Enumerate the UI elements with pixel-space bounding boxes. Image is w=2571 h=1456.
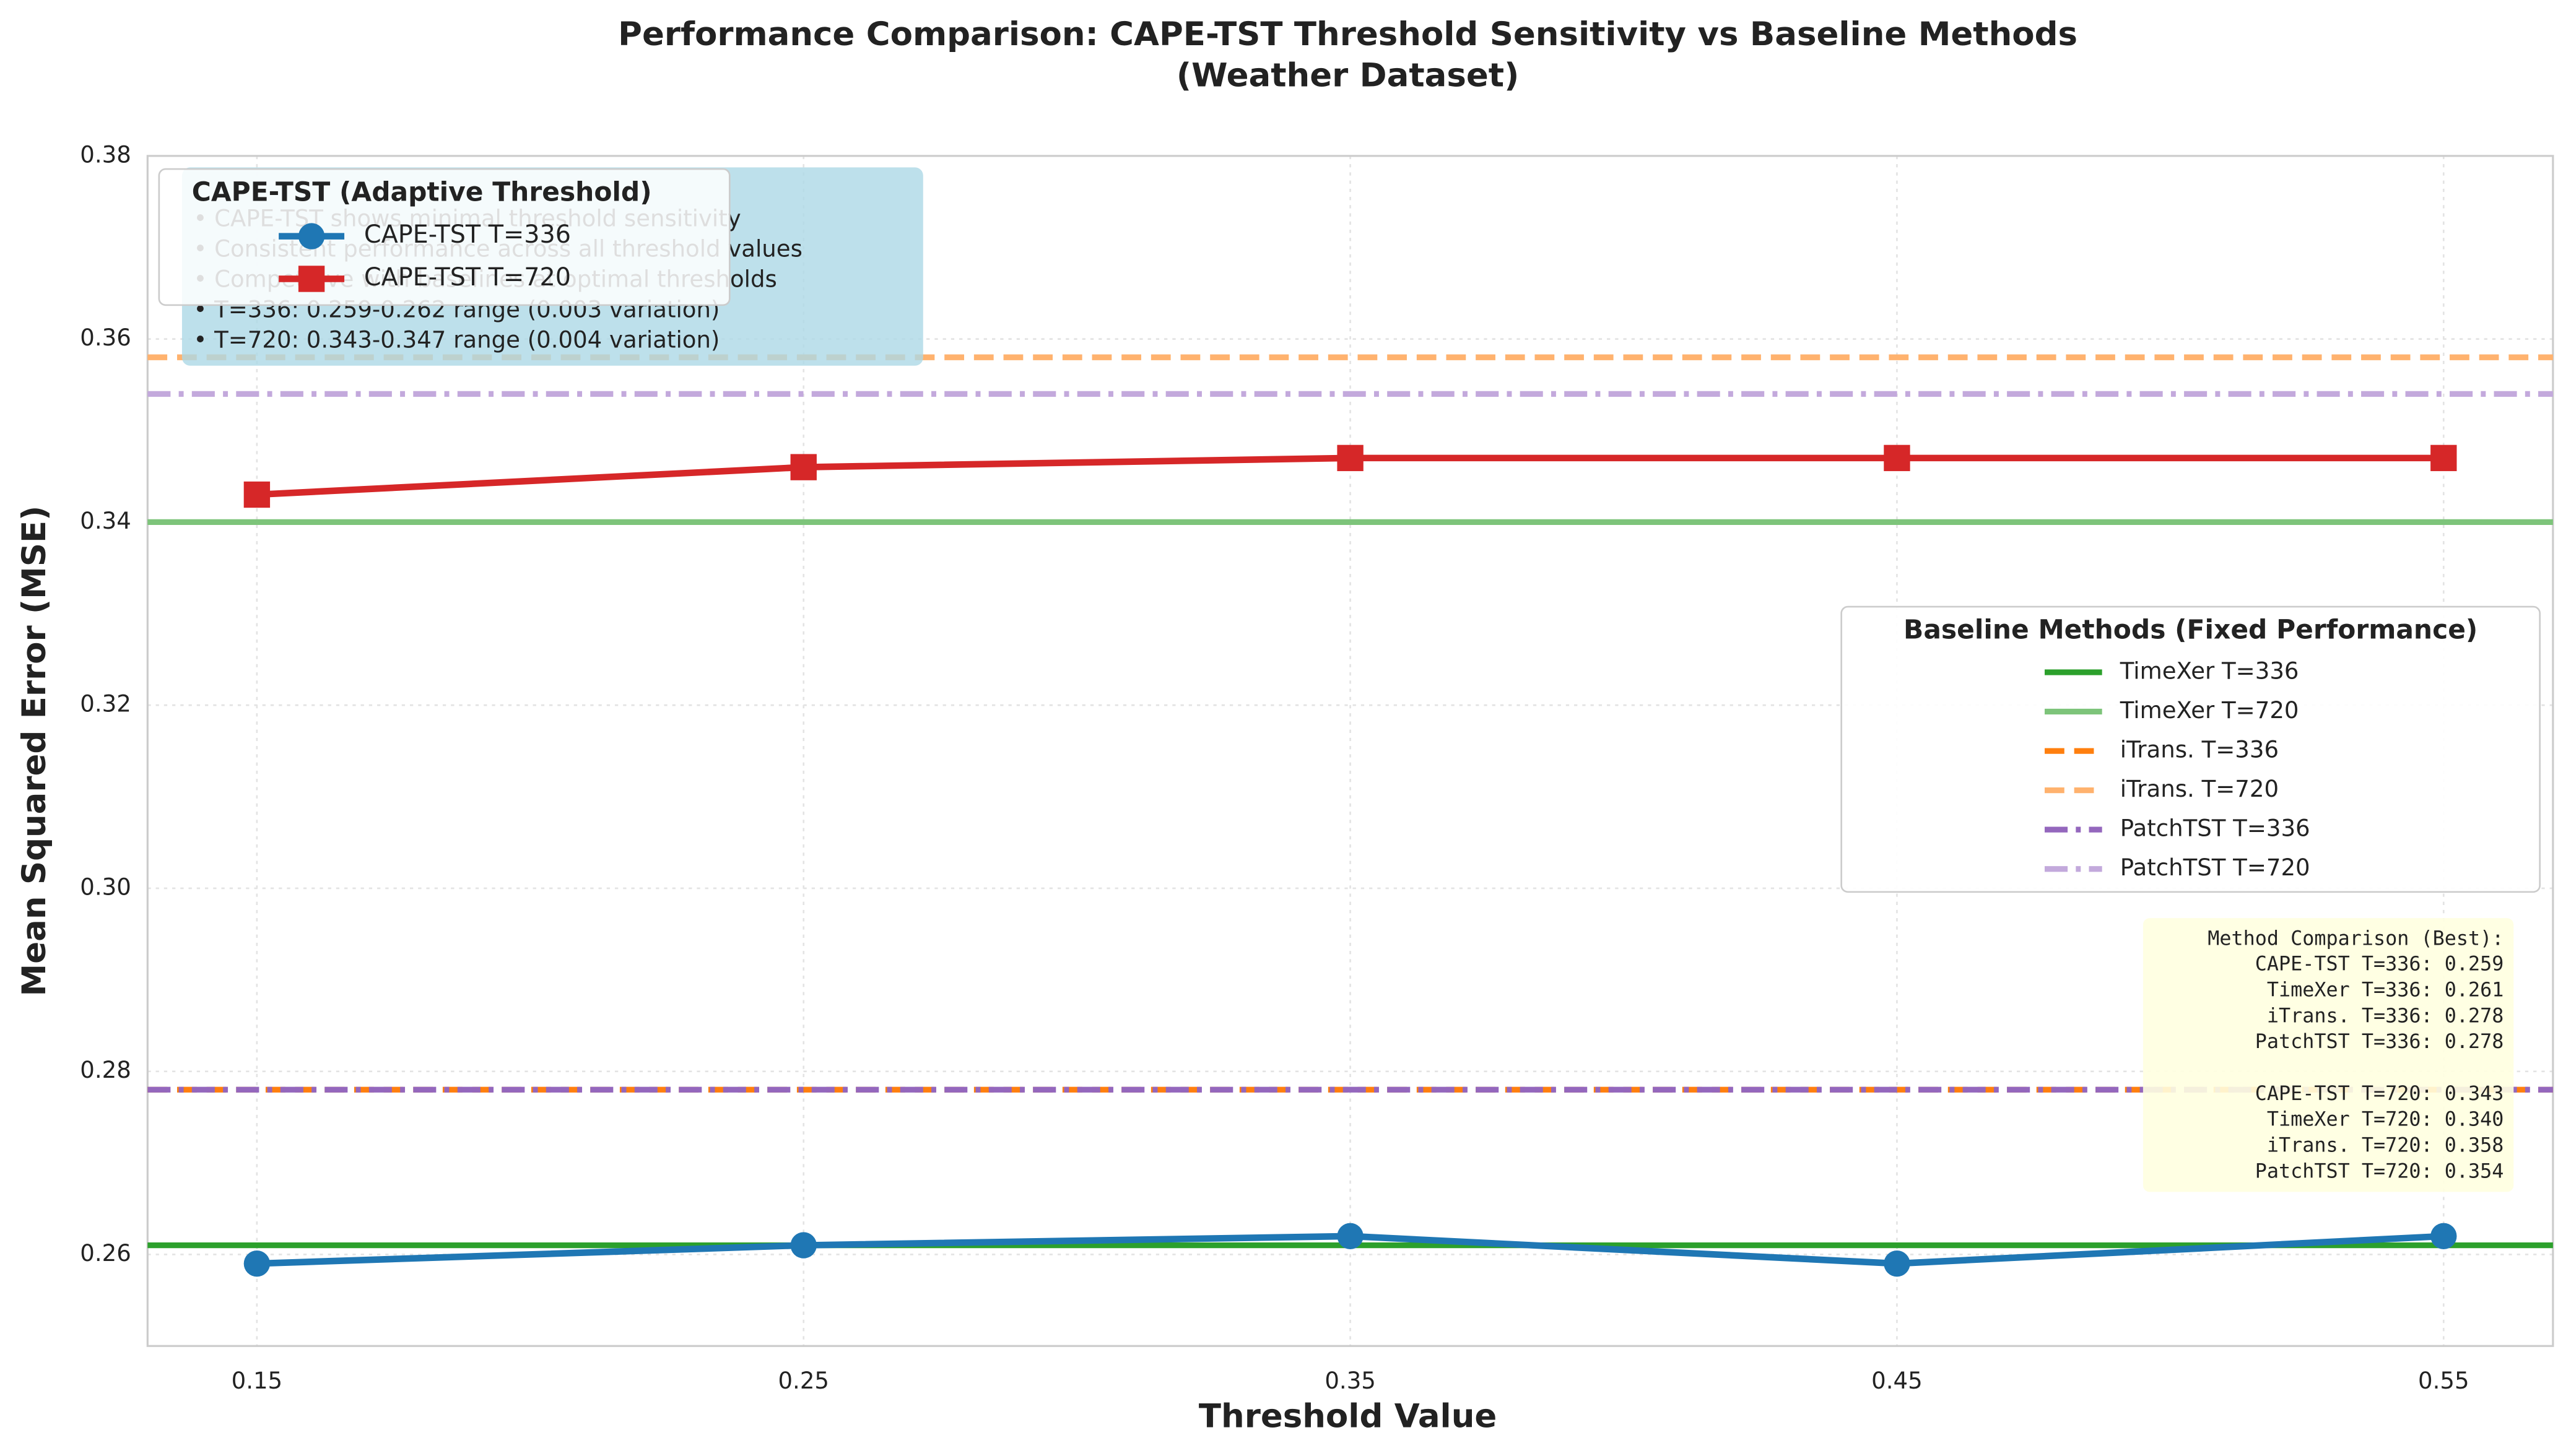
legend-title: CAPE-TST (Adaptive Threshold) [192, 176, 652, 207]
data-point [1337, 1223, 1364, 1250]
comparison-text: CAPE-TST T=720: 0.343 [2255, 1083, 2504, 1105]
legend-label: PatchTST T=720 [2120, 854, 2310, 881]
y-tick-label: 0.38 [80, 141, 131, 168]
legend-label: TimeXer T=720 [2120, 697, 2299, 724]
legend-marker [298, 266, 325, 292]
x-axis-label: Threshold Value [1199, 1397, 1497, 1435]
comparison-background [2142, 918, 2514, 1192]
comparison-box: Method Comparison (Best): CAPE-TST T=336:… [2142, 918, 2514, 1192]
data-point [790, 454, 817, 480]
x-tick-label: 0.45 [1871, 1367, 1923, 1394]
comparison-text: TimeXer T=720: 0.340 [2267, 1109, 2504, 1131]
y-tick-label: 0.30 [80, 873, 131, 900]
x-tick-label: 0.25 [778, 1367, 829, 1394]
comparison-title: Method Comparison (Best): [2208, 928, 2504, 950]
x-tick-label: 0.15 [232, 1367, 283, 1394]
comparison-text: iTrans. T=720: 0.358 [2267, 1134, 2504, 1156]
comparison-text: PatchTST T=720: 0.354 [2255, 1160, 2504, 1182]
y-tick-label: 0.26 [80, 1240, 131, 1267]
y-tick-label: 0.28 [80, 1057, 131, 1083]
y-tick-label: 0.32 [80, 691, 131, 717]
y-axis-label: Mean Squared Error (MSE) [15, 506, 53, 997]
y-tick-label: 0.36 [80, 324, 131, 351]
plot-frame [146, 155, 2554, 1347]
x-tick-label: 0.35 [1325, 1367, 1376, 1394]
data-point [2430, 1223, 2457, 1250]
legend-box [1840, 605, 2541, 893]
legend-label: CAPE-TST T=336 [364, 220, 571, 249]
y-tick-label: 0.34 [80, 508, 131, 534]
data-point [1884, 444, 1910, 472]
legend-title: Baseline Methods (Fixed Performance) [1903, 614, 2477, 644]
data-point [2430, 444, 2457, 472]
annotation-text: • T=720: 0.343-0.347 range (0.004 variat… [193, 327, 720, 353]
comparison-text: PatchTST T=336: 0.278 [2255, 1031, 2504, 1053]
x-tick-label: 0.55 [2418, 1367, 2469, 1394]
legend-label: TimeXer T=336 [2120, 657, 2299, 684]
chart-title: (Weather Dataset) [1177, 56, 1519, 94]
data-point [1337, 444, 1364, 472]
legend: CAPE-TST (Adaptive Threshold) CAPE-TST T=… [158, 168, 731, 306]
chart-title: Performance Comparison: CAPE-TST Thresho… [618, 15, 2077, 53]
data-point [1884, 1250, 1910, 1277]
legend-label: iTrans. T=336 [2120, 737, 2279, 763]
baseline-legend: Baseline Methods (Fixed Performance) Time… [1840, 605, 2541, 893]
legend-label: CAPE-TST T=720 [364, 263, 571, 292]
comparison-text: iTrans. T=336: 0.278 [2267, 1005, 2504, 1027]
data-point [243, 481, 271, 508]
legend-marker [298, 223, 325, 249]
comparison-text: CAPE-TST T=336: 0.259 [2255, 953, 2504, 976]
legend-label: PatchTST T=336 [2120, 815, 2310, 842]
data-point [243, 1250, 271, 1277]
legend-label: iTrans. T=720 [2120, 776, 2279, 802]
comparison-text: TimeXer T=336: 0.261 [2267, 979, 2504, 1001]
data-point [790, 1232, 817, 1259]
